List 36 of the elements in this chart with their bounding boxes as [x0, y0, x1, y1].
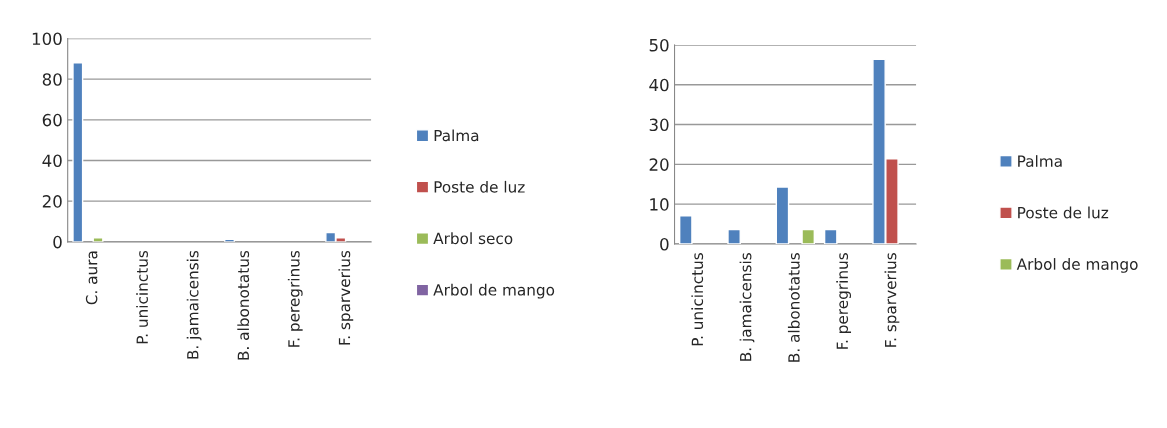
x-tick-label: C. aura: [85, 251, 98, 305]
bar: [72, 62, 84, 242]
x-tick-label: B. jamaicensis: [739, 253, 755, 361]
y-tick-label: 60: [42, 113, 62, 127]
y-tick-label: 0: [53, 235, 62, 249]
legend-label: Palma: [434, 129, 479, 142]
x-tick-label: F. sparverius: [338, 250, 354, 345]
y-tick-label: 30: [649, 118, 669, 132]
bar: [823, 228, 838, 244]
y-tick-label: 40: [649, 78, 669, 92]
x-tick-label: F. peregrinus: [836, 253, 852, 349]
y-tick-label: 0: [660, 237, 669, 251]
y-tick-label: 50: [649, 38, 669, 52]
legend-label: Palma: [1018, 155, 1062, 167]
x-tick-label: B. albonotatus: [787, 253, 800, 362]
x-tick-label: P. unicinctus: [136, 250, 148, 344]
bar: [678, 215, 693, 244]
y-tick-label: 100: [32, 32, 62, 46]
y-tick-label: 10: [650, 198, 669, 211]
x-tick-label: B. albonotatus: [237, 250, 250, 360]
x-tick-label: F. peregrinus: [287, 250, 303, 347]
y-tick-label: 80: [42, 73, 62, 86]
y-tick-label: 40: [42, 154, 62, 168]
bar: [775, 186, 790, 244]
bar: [727, 228, 741, 244]
legend-label: Arbol de mango: [1016, 258, 1138, 273]
legend-label: Poste de luz: [434, 180, 525, 193]
legend-label: Arbol de mango: [433, 283, 555, 299]
y-tick-label: 20: [649, 158, 669, 171]
legend-label: Poste de luz: [1018, 206, 1109, 219]
x-tick-label: B. jamaicensis: [186, 250, 202, 359]
x-tick-label: P. unicinctus: [691, 253, 704, 346]
legend-label: Arbol seco: [433, 232, 513, 245]
x-tick-label: F. sparverius: [884, 253, 900, 347]
bar: [801, 228, 816, 244]
y-tick-label: 20: [42, 195, 62, 208]
